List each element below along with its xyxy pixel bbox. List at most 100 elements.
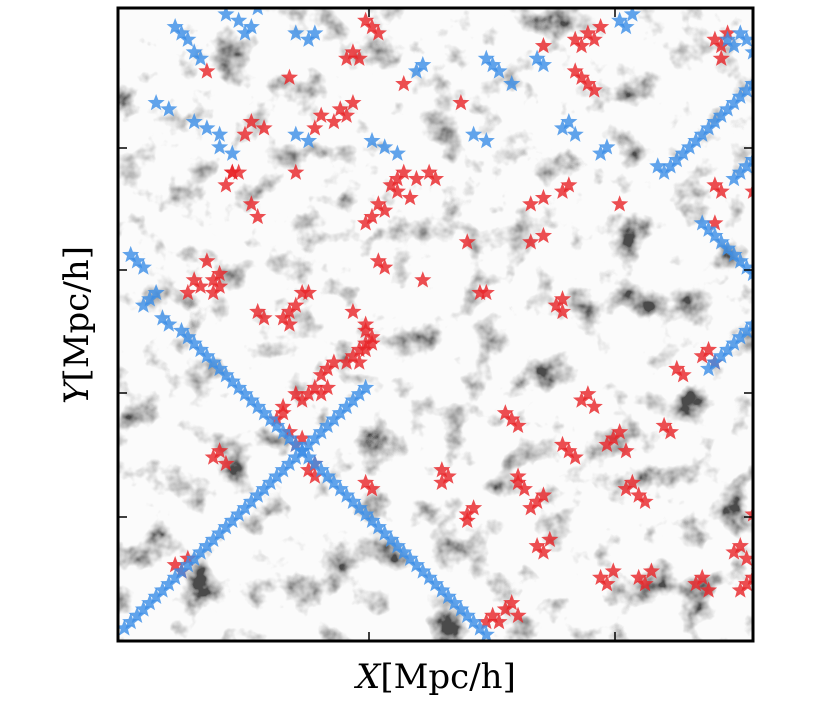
blue-star-marker — [699, 359, 718, 377]
red-star-marker — [185, 271, 203, 288]
red-star-marker — [598, 435, 616, 453]
blue-star-marker — [318, 467, 337, 484]
red-star-marker — [306, 378, 324, 396]
blue-star-marker — [388, 144, 406, 161]
red-star-marker — [211, 442, 229, 459]
red-star-marker — [312, 106, 330, 123]
red-star-marker — [712, 49, 730, 66]
red-star-marker — [287, 385, 305, 402]
red-star-marker — [706, 214, 724, 231]
blue-star-marker — [172, 24, 191, 41]
red-star-marker — [344, 302, 362, 320]
blue-star-marker — [185, 112, 203, 130]
red-star-marker — [395, 74, 413, 92]
red-star-marker — [350, 353, 368, 370]
red-star-marker — [198, 62, 216, 79]
red-star-marker — [211, 264, 229, 282]
red-star-marker — [515, 480, 533, 497]
blue-star-marker — [261, 410, 279, 427]
blue-star-marker — [287, 448, 305, 465]
red-star-marker — [579, 24, 597, 41]
red-star-marker — [204, 271, 222, 288]
red-star-marker — [388, 169, 406, 187]
blue-star-marker — [401, 549, 419, 566]
blue-star-marker — [236, 385, 254, 402]
red-star-marker — [382, 176, 400, 193]
blue-star-marker — [287, 24, 305, 41]
red-star-marker — [553, 182, 572, 199]
red-star-marker — [731, 537, 749, 554]
blue-star-marker — [344, 391, 362, 408]
blue-star-marker — [452, 600, 470, 617]
blue-star-marker — [706, 112, 724, 130]
red-star-marker — [293, 391, 311, 408]
blue-star-marker — [331, 404, 349, 421]
blue-star-marker — [414, 562, 432, 579]
red-star-marker — [572, 68, 591, 85]
blue-star-marker — [687, 131, 705, 149]
red-star-marker — [369, 24, 387, 41]
red-star-marker — [211, 277, 229, 294]
blue-star-marker — [255, 404, 273, 421]
red-star-marker — [179, 283, 197, 301]
blue-star-marker — [166, 17, 184, 35]
red-star-marker — [166, 556, 184, 573]
red-star-marker — [699, 581, 718, 598]
blue-star-marker — [242, 17, 260, 35]
blue-star-marker — [731, 24, 749, 41]
red-star-marker — [661, 423, 680, 440]
blue-star-marker — [592, 144, 610, 161]
red-star-marker — [242, 112, 260, 130]
blue-star-marker — [433, 581, 451, 598]
red-star-marker — [363, 334, 381, 351]
red-star-marker — [274, 404, 292, 421]
red-star-marker — [306, 119, 324, 136]
red-star-marker — [534, 36, 553, 54]
red-star-marker — [255, 309, 273, 326]
red-star-marker — [496, 404, 514, 421]
red-star-marker — [426, 169, 445, 187]
blue-star-marker — [744, 74, 753, 92]
red-star-marker — [357, 473, 375, 491]
blue-star-marker — [160, 315, 178, 332]
blue-star-marker — [693, 125, 711, 142]
blue-star-marker — [465, 125, 483, 142]
red-star-marker — [325, 353, 343, 370]
blue-star-marker — [661, 157, 680, 174]
blue-star-marker — [211, 524, 229, 541]
red-star-marker — [204, 283, 222, 301]
blue-star-marker — [712, 106, 730, 123]
red-star-marker — [503, 594, 521, 611]
blue-star-marker — [299, 131, 318, 149]
red-star-marker — [547, 296, 565, 313]
red-star-marker — [223, 163, 241, 180]
blue-star-marker — [293, 442, 311, 459]
red-star-marker — [757, 461, 774, 477]
blue-star-marker — [426, 575, 445, 592]
red-star-marker — [693, 568, 711, 585]
red-star-marker — [312, 385, 330, 402]
red-star-marker — [452, 93, 470, 111]
red-star-marker — [731, 581, 749, 598]
blue-star-marker — [185, 43, 203, 60]
blue-star-marker — [731, 328, 749, 345]
red-star-marker — [738, 549, 753, 566]
blue-star-marker — [731, 87, 749, 104]
blue-star-marker — [528, 49, 546, 66]
red-star-marker — [471, 283, 489, 301]
red-star-marker — [528, 492, 546, 510]
blue-star-marker — [153, 309, 172, 326]
red-star-marker — [484, 606, 502, 623]
red-star-marker — [280, 68, 299, 85]
blue-star-marker — [223, 144, 241, 161]
red-star-marker — [249, 207, 267, 225]
red-star-marker — [693, 347, 711, 364]
red-star-marker — [401, 188, 419, 206]
blue-star-marker — [503, 74, 521, 92]
red-star-marker — [712, 182, 730, 199]
blue-star-marker — [122, 245, 140, 263]
density-field — [118, 8, 753, 641]
red-star-marker — [338, 106, 356, 123]
red-star-marker — [725, 543, 743, 560]
blue-star-marker — [312, 461, 330, 478]
